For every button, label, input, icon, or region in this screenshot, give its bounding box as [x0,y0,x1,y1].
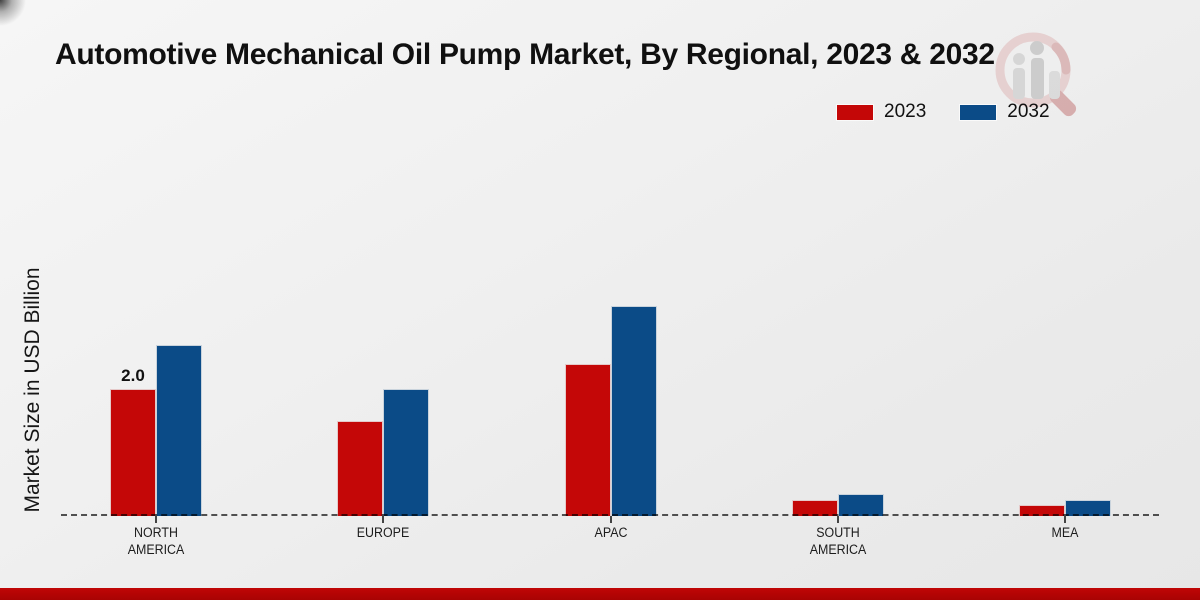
bar-2023-mea [1019,505,1065,516]
bar-2032-europe [383,389,430,516]
x-axis-tick-apac [609,516,612,523]
legend-swatch-2032 [960,104,997,120]
x-axis-label-mea: MEA [1051,525,1079,540]
bar-2032-apac [610,306,657,516]
bar-2023-north-america [110,389,156,516]
x-axis-label-apac: APAC [594,525,627,540]
legend: 2023 2032 [837,101,1050,123]
x-axis-tick-north-america [155,516,157,523]
legend-label-2032: 2032 [1007,101,1050,122]
bar-2032-mea [1065,500,1111,516]
watermark-magnifier-logo-icon [995,32,1077,117]
chart-title: Automotive Mechanical Oil Pump Market, B… [55,38,995,71]
legend-label-2023: 2023 [884,101,927,122]
bar-2032-south-america [837,494,884,516]
x-axis-tick-europe [382,516,385,523]
bar-2032-north-america [156,345,202,516]
x-axis-label-south-america: SOUTH AMERICA [809,525,867,557]
x-axis-tick-south-america [836,516,839,523]
x-axis-tick-mea [1064,516,1066,523]
legend-swatch-2023 [837,104,873,120]
x-axis-label-europe: EUROPE [357,525,410,540]
bottom-accent-strip [0,588,1200,600]
bar-2023-south-america [791,500,838,516]
y-axis-label: Market Size in USD Billion [21,267,44,513]
bar-value-label-2023-north-america: 2.0 [121,366,145,385]
x-axis-label-north-america: NORTH AMERICA [127,525,185,557]
bar-2023-europe [337,421,384,516]
zero-baseline-dashed [61,514,1159,516]
bar-2023-apac [564,364,611,516]
